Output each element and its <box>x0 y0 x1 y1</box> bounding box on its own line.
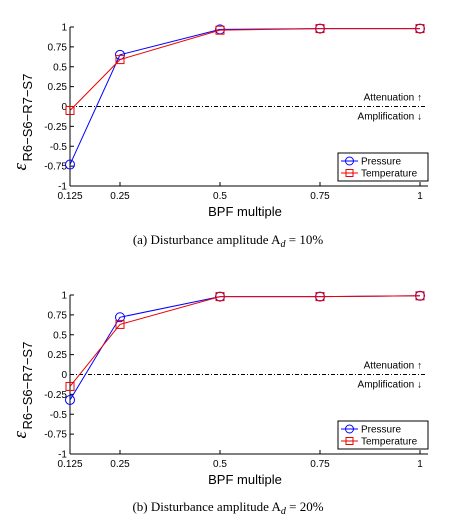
legend-marker-pressure <box>345 424 354 434</box>
data-point-temperature <box>115 319 125 329</box>
y-axis-label: ε <box>10 163 31 171</box>
x-axis-label: BPF multiple <box>208 472 282 487</box>
chart-b: 1 0.75 0.5 0.25 0 -0.25 -0.5 -0.75 -10.125 0.25 0.… <box>10 291 429 517</box>
legend-label-pressure: Pressure <box>361 157 401 168</box>
y-tick-label: -0.75 <box>44 430 67 441</box>
x-tick-label: 0.25 <box>110 459 130 470</box>
data-point-temperature <box>65 381 75 391</box>
y-tick-label: 0 <box>61 370 67 381</box>
y-tick-label: -0.75 <box>44 162 67 173</box>
series-line-temperature <box>69 295 421 387</box>
x-tick-label: 1 <box>417 459 423 470</box>
data-point-temperature <box>215 292 225 302</box>
annotation-amplification: Amplification ↓ <box>358 112 422 123</box>
data-point-pressure <box>65 394 75 405</box>
x-tick-label: 0.5 <box>213 459 227 470</box>
chart-a: 1 0.75 0.5 0.25 0 -0.25 -0.5 -0.75 -10.125 0.25 0.… <box>10 23 429 250</box>
annotation-attenuation: Attenuation ↑ <box>364 93 422 104</box>
legend-label-temperature: Temperature <box>361 169 418 180</box>
caption-subscript: d <box>281 506 287 517</box>
y-axis-label-group: εR6−S6−R7−S7 <box>10 74 35 171</box>
legend-marker-temperature <box>345 437 354 445</box>
x-tick-label: 0.5 <box>213 191 227 202</box>
y-axis-label: ε <box>10 431 31 439</box>
legend-marker-pressure <box>345 156 354 166</box>
y-tick-label: 0.75 <box>48 42 68 53</box>
caption: (b) Disturbance amplitude Ad = 20% <box>132 499 323 517</box>
annotation-amplification: Amplification ↓ <box>358 380 422 391</box>
x-axis-label: BPF multiple <box>208 204 282 219</box>
y-tick-label: -0.5 <box>50 410 68 421</box>
annotation-attenuation: Attenuation ↑ <box>364 361 422 372</box>
caption-subscript: d <box>280 239 286 250</box>
y-tick-label: -0.25 <box>44 390 67 401</box>
x-tick-label: 0.125 <box>57 459 82 470</box>
y-tick-label: -1 <box>58 182 67 193</box>
legend-label-pressure: Pressure <box>361 425 401 436</box>
x-tick-label: 1 <box>417 191 423 202</box>
x-tick-label: 0.75 <box>310 459 330 470</box>
y-axis-label-group: εR6−S6−R7−S7 <box>10 342 35 439</box>
y-tick-label: 0.75 <box>48 310 68 321</box>
x-tick-label: 0.125 <box>57 191 82 202</box>
x-tick-label: 0.25 <box>110 191 130 202</box>
x-tick-label: 0.75 <box>310 191 330 202</box>
y-tick-label: 0.25 <box>48 350 68 361</box>
data-point-temperature <box>65 105 75 115</box>
data-point-temperature <box>315 24 325 34</box>
data-point-temperature <box>115 55 125 65</box>
y-axis-label-subscript: R6−S6−R7−S7 <box>20 342 35 430</box>
y-tick-label: 0.5 <box>53 330 67 341</box>
legend-label-temperature: Temperature <box>361 437 418 448</box>
data-point-temperature <box>415 291 425 301</box>
data-point-pressure <box>65 159 75 170</box>
y-tick-label: -1 <box>58 450 67 461</box>
caption-tail: = 20% <box>286 499 324 514</box>
caption-text: (b) Disturbance amplitude A <box>132 499 281 514</box>
y-tick-label: -0.5 <box>50 142 68 153</box>
y-tick-label: 0 <box>61 102 67 113</box>
data-point-temperature <box>215 25 225 35</box>
y-tick-label: 0.5 <box>53 62 67 73</box>
y-tick-label: 1 <box>61 23 67 34</box>
y-axis-label-subscript: R6−S6−R7−S7 <box>20 74 35 162</box>
data-point-temperature <box>315 292 325 302</box>
series-line-temperature <box>69 28 420 111</box>
legend-marker-temperature <box>345 169 354 177</box>
y-tick-label: 0.25 <box>48 82 68 93</box>
y-tick-label: 1 <box>61 291 67 302</box>
y-tick-label: -0.25 <box>44 122 67 133</box>
caption: (a) Disturbance amplitude Ad = 10% <box>133 232 323 250</box>
data-point-temperature <box>415 24 425 34</box>
data-point-pressure <box>115 312 125 323</box>
caption-text: (a) Disturbance amplitude A <box>133 232 281 247</box>
caption-tail: = 10% <box>285 232 323 247</box>
